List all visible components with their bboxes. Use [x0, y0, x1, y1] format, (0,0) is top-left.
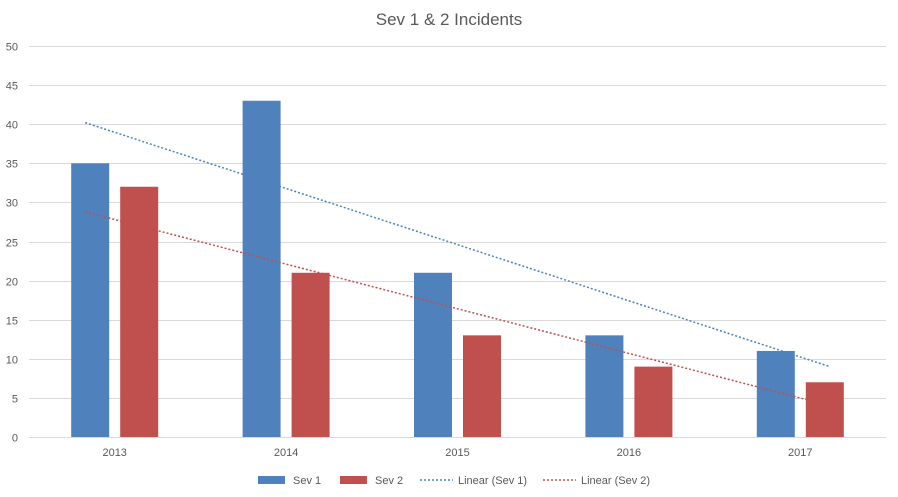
legend-swatch-sev-1 — [258, 476, 285, 484]
y-tick-label: 20 — [6, 277, 18, 289]
legend-label-linear-sev-2: Linear (Sev 2) — [581, 475, 650, 487]
trendline-sev-2 — [85, 211, 830, 407]
x-tick-label: 2013 — [102, 447, 126, 459]
y-tick-label: 30 — [6, 198, 18, 210]
x-tick-label: 2015 — [445, 447, 469, 459]
legend-swatch-sev-2 — [340, 476, 367, 484]
gridlines — [29, 46, 886, 399]
legend-label-sev-2: Sev 2 — [375, 475, 403, 487]
legend-label-linear-sev-1: Linear (Sev 1) — [458, 475, 527, 487]
bar-sev-1-2017 — [756, 350, 795, 437]
y-tick-label: 40 — [6, 120, 18, 132]
y-tick-label: 50 — [6, 42, 18, 54]
bar-sev-1-2015 — [414, 272, 452, 437]
y-tick-label: 10 — [6, 355, 18, 367]
x-tick-label: 2016 — [617, 447, 641, 459]
bar-sev-2-2015 — [463, 335, 501, 437]
x-tick-label: 2017 — [788, 447, 812, 459]
legend: Sev 1 Sev 2 Linear (Sev 1) Linear (Sev 2) — [258, 475, 650, 487]
chart-title: Sev 1 & 2 Incidents — [376, 10, 522, 29]
bar-sev-2-2017 — [805, 382, 844, 437]
trendline-sev-1 — [84, 121, 831, 368]
y-axis-ticks: 0 5 10 15 20 25 30 35 40 45 50 — [6, 42, 18, 445]
bar-sev-1-2016 — [585, 335, 624, 437]
y-tick-label: 15 — [6, 316, 18, 328]
y-tick-label: 45 — [6, 81, 18, 93]
bars — [71, 100, 844, 438]
legend-label-sev-1: Sev 1 — [293, 475, 321, 487]
bar-sev-1-2014 — [242, 100, 281, 438]
y-tick-label: 25 — [6, 238, 18, 250]
bar-sev-2-2016 — [634, 366, 673, 437]
bar-sev-1-2013 — [71, 163, 110, 438]
trendlines — [84, 121, 831, 407]
bar-sev-2-2014 — [291, 272, 330, 437]
x-tick-label: 2014 — [274, 447, 298, 459]
y-tick-label: 35 — [6, 159, 18, 171]
y-tick-label: 0 — [12, 433, 18, 445]
bar-sev-2-2013 — [120, 186, 159, 437]
y-tick-label: 5 — [12, 394, 18, 406]
x-axis-ticks: 2013 2014 2015 2016 2017 — [102, 447, 812, 459]
